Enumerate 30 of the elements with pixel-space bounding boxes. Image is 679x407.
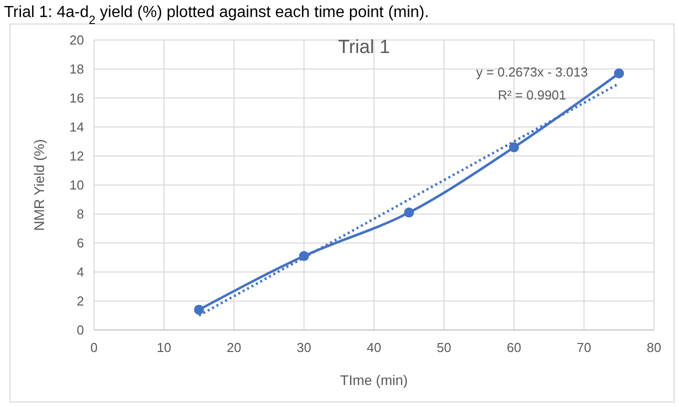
y-tick-label: 0 [76, 322, 84, 338]
chart-title: Trial 1 [338, 37, 390, 58]
y-tick-label: 4 [76, 264, 84, 280]
y-tick-label: 16 [70, 90, 84, 106]
y-tick-label: 8 [76, 206, 84, 222]
x-tick-label: 10 [156, 340, 172, 355]
annotation: y = 0.2673x - 3.013 [476, 64, 588, 80]
point [404, 208, 414, 218]
x-tick-label: 40 [366, 340, 382, 355]
y-tick-label: 14 [70, 120, 84, 135]
x-axis-title: TIme (min) [340, 372, 408, 388]
x-tick-label: 20 [226, 340, 242, 355]
y-tick-label: 12 [70, 148, 84, 164]
text: Trial 1: 4a-d$_{2}$ yield (%) plotted against each time point (min). [4, 4, 429, 27]
y-tick-label: 2 [76, 294, 84, 309]
x-tick-label: 50 [436, 340, 452, 355]
x-tick-label: 60 [506, 340, 522, 355]
x-tick-label: 0 [90, 340, 98, 355]
y-tick-label: 6 [76, 236, 84, 251]
y-axis-title: NMR Yield (%) [31, 139, 47, 231]
point [509, 142, 519, 152]
y-tick-label: 18 [70, 62, 84, 77]
point [194, 304, 204, 315]
point [614, 68, 624, 78]
x-tick-label: 30 [296, 340, 312, 355]
x-tick-label: 70 [576, 340, 592, 355]
y-tick-label: 10 [70, 178, 84, 193]
annotation: R² = 0.9901 [498, 88, 566, 103]
x-tick-label: 80 [646, 340, 662, 355]
y-tick-label: 20 [70, 32, 84, 48]
